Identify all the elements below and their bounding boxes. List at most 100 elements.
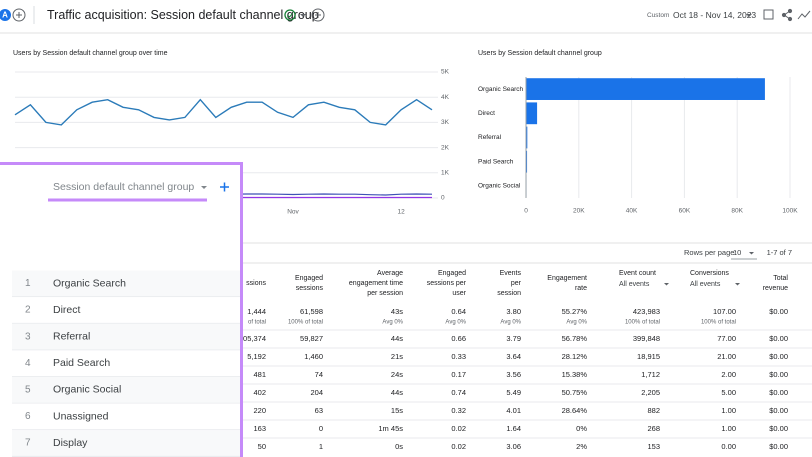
category-label: Direct bbox=[478, 110, 495, 117]
table-cell: 15.38% bbox=[562, 370, 588, 379]
table-cell: 4.01 bbox=[506, 406, 521, 415]
table-cell: 163 bbox=[253, 424, 266, 433]
column-filter: All events bbox=[690, 281, 721, 288]
rows-dropdown[interactable] bbox=[749, 252, 754, 255]
total-value: 43s bbox=[391, 307, 403, 316]
table-cell: 0.02 bbox=[451, 442, 466, 451]
table-cell: 28.12% bbox=[562, 352, 588, 361]
overlay-row[interactable] bbox=[12, 324, 240, 350]
bar bbox=[526, 78, 765, 100]
overlay-row[interactable] bbox=[12, 271, 240, 297]
category-label: Organic Search bbox=[478, 86, 524, 93]
overlay-row-index: 7 bbox=[25, 438, 31, 449]
total-note: Avg 0% bbox=[566, 320, 587, 326]
total-value: 107.00 bbox=[713, 307, 736, 316]
date-range[interactable]: Oct 18 - Nov 14, 2023 bbox=[673, 10, 756, 20]
filter-dropdown[interactable] bbox=[735, 283, 740, 286]
total-value: 55.27% bbox=[562, 307, 588, 316]
x-tick-label: 100K bbox=[782, 208, 798, 215]
column-header: Event count bbox=[619, 270, 656, 277]
table-cell: 1.64 bbox=[506, 424, 521, 433]
total-value: 61,598 bbox=[300, 307, 323, 316]
column-header: Total bbox=[773, 275, 788, 282]
bar-chart-title: Users by Session default channel group bbox=[478, 50, 602, 57]
table-cell: 1m 45s bbox=[378, 424, 403, 433]
table-cell: $0.00 bbox=[769, 370, 788, 379]
table-cell: 18,915 bbox=[637, 352, 660, 361]
y-tick-label: 2K bbox=[441, 144, 450, 151]
line-chart-title: Users by Session default channel group o… bbox=[13, 50, 168, 57]
table-cell: 56.78% bbox=[562, 334, 588, 343]
overlay-row[interactable] bbox=[12, 404, 240, 430]
rows-per-page-value[interactable]: 10 bbox=[733, 248, 741, 257]
rows-per-page-label: Rows per page: bbox=[684, 248, 737, 257]
column-header: per session bbox=[367, 290, 403, 297]
column-filter: All events bbox=[619, 281, 650, 288]
y-tick-label: 1K bbox=[441, 170, 450, 177]
table-cell: 3.56 bbox=[506, 370, 521, 379]
y-tick-label: 5K bbox=[441, 69, 450, 76]
column-header: Engaged bbox=[438, 270, 466, 277]
x-tick-label: 20K bbox=[573, 208, 585, 215]
table-cell: 21.00 bbox=[717, 352, 736, 361]
overlay-row-label: Unassigned bbox=[53, 410, 109, 422]
y-tick-label: 0 bbox=[441, 195, 445, 202]
total-value: 3.80 bbox=[506, 307, 521, 316]
overlay-title: Session default channel group bbox=[53, 181, 194, 193]
table-cell: 0.74 bbox=[451, 388, 466, 397]
column-header: Average bbox=[377, 270, 403, 277]
table-cell: 63 bbox=[315, 406, 323, 415]
overlay-row-index: 2 bbox=[25, 305, 31, 316]
overlay-row-label: Paid Search bbox=[53, 357, 110, 369]
x-tick-label: 0 bbox=[524, 208, 528, 215]
table-cell: 0.17 bbox=[451, 370, 466, 379]
table-cell: 0.32 bbox=[451, 406, 466, 415]
table-cell: 3.79 bbox=[506, 334, 521, 343]
overlay-row-label: Organic Social bbox=[53, 384, 121, 396]
total-note: 100% of total bbox=[625, 320, 660, 326]
overlay-row-label: Display bbox=[53, 437, 88, 449]
table-cell: 153 bbox=[647, 442, 660, 451]
table-cell: $0.00 bbox=[769, 388, 788, 397]
column-header: sessions bbox=[296, 285, 324, 292]
table-cell: 77.00 bbox=[717, 334, 736, 343]
total-note: Avg 0% bbox=[500, 320, 521, 326]
overlay-row-label: Referral bbox=[53, 330, 90, 342]
table-cell: 24s bbox=[391, 370, 403, 379]
table-cell: 3.64 bbox=[506, 352, 521, 361]
overlay-row[interactable] bbox=[12, 297, 240, 323]
x-tick-label: Nov bbox=[287, 209, 299, 216]
table-cell: 5,192 bbox=[247, 352, 266, 361]
table-cell: 15s bbox=[391, 406, 403, 415]
table-cell: $0.00 bbox=[769, 424, 788, 433]
date-label: Custom bbox=[647, 12, 669, 19]
column-header: ssions bbox=[246, 280, 266, 287]
overlay-row[interactable] bbox=[12, 430, 240, 456]
total-value: $0.00 bbox=[769, 307, 788, 316]
category-label: Paid Search bbox=[478, 158, 514, 165]
table-cell: 21s bbox=[391, 352, 403, 361]
table-cell: 0% bbox=[576, 424, 587, 433]
table-cell: 0.02 bbox=[451, 424, 466, 433]
column-header: Events bbox=[500, 270, 522, 277]
filter-dropdown[interactable] bbox=[664, 283, 669, 286]
total-value: 0.64 bbox=[451, 307, 466, 316]
table-cell: $0.00 bbox=[769, 442, 788, 451]
column-header: rate bbox=[575, 285, 587, 292]
overlay-row-index: 6 bbox=[25, 411, 31, 422]
column-header: revenue bbox=[763, 285, 788, 292]
table-cell: 399,848 bbox=[633, 334, 660, 343]
table-cell: $0.00 bbox=[769, 334, 788, 343]
table-cell: 1.00 bbox=[721, 424, 736, 433]
table-cell: 1,460 bbox=[304, 352, 323, 361]
overlay-row[interactable] bbox=[12, 377, 240, 403]
table-cell: 59,827 bbox=[300, 334, 323, 343]
total-value: 423,983 bbox=[633, 307, 660, 316]
table-cell: 3.06 bbox=[506, 442, 521, 451]
table-cell: 5.00 bbox=[721, 388, 736, 397]
series-line bbox=[15, 100, 432, 125]
avatar-letter: A bbox=[2, 11, 8, 20]
table-cell: 268 bbox=[647, 424, 660, 433]
overlay-row[interactable] bbox=[12, 350, 240, 376]
